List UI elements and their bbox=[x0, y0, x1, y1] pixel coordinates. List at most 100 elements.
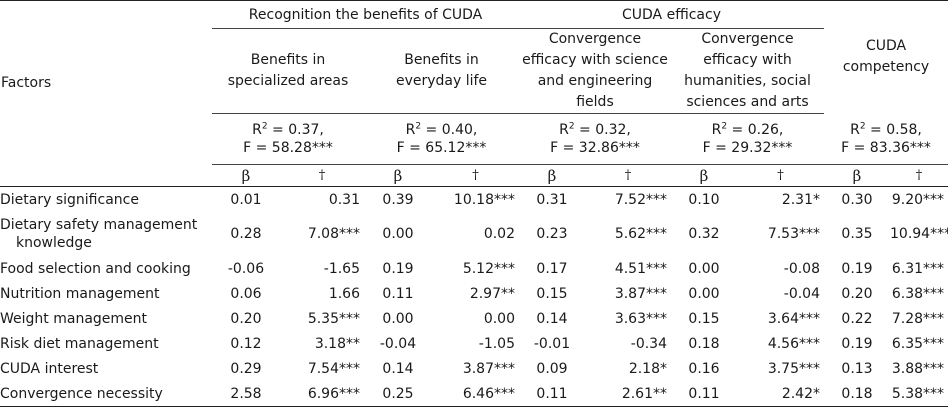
t-header: † bbox=[624, 167, 632, 183]
beta-value-cell: 0.11 bbox=[382, 285, 414, 302]
beta-value-cell: 0.19 bbox=[841, 260, 873, 277]
t-value-cell: 6.46*** bbox=[462, 385, 515, 402]
beta-value-cell: 0.00 bbox=[688, 260, 720, 277]
table-row: Weight management 0.20 5.35*** 0.00 0.00 0.14… bbox=[0, 306, 948, 331]
beta-value-cell: 0.12 bbox=[230, 335, 262, 352]
beta-value-cell: 0.19 bbox=[382, 260, 414, 277]
factor-label: CUDA interest bbox=[0, 360, 99, 377]
group-recognition-header: Recognition the benefits of CUDA bbox=[212, 0, 519, 29]
factor-label-continued: knowledge bbox=[16, 235, 92, 251]
t-value-cell: 4.56*** bbox=[767, 335, 820, 352]
t-value-cell: 7.53*** bbox=[767, 226, 820, 242]
beta-value-cell: 0.20 bbox=[841, 285, 873, 302]
model-fit-cell: R2 = 0.40, F = 65.12*** bbox=[364, 113, 519, 165]
t-value-cell: 9.20*** bbox=[891, 191, 945, 208]
t-value-cell: -1.65 bbox=[323, 260, 360, 277]
beta-value-cell: 0.15 bbox=[536, 285, 568, 302]
beta-value-cell: 0.01 bbox=[230, 191, 262, 208]
beta-value-cell: -0.01 bbox=[533, 335, 571, 352]
beta-value-cell: 0.32 bbox=[688, 226, 720, 242]
beta-value-cell: 0.14 bbox=[382, 360, 414, 377]
t-value-cell: 7.08*** bbox=[307, 226, 360, 242]
t-value-cell: 10.94*** bbox=[890, 226, 948, 242]
beta-value-cell: 0.39 bbox=[382, 191, 414, 208]
t-header: † bbox=[318, 167, 326, 183]
t-value-cell: 0.02 bbox=[483, 226, 515, 242]
header-row-groups: Factors Recognition the benefits of CUDA… bbox=[0, 0, 948, 91]
beta-value-cell: 0.00 bbox=[382, 226, 414, 242]
t-value-cell: 7.28*** bbox=[891, 310, 945, 327]
t-header: † bbox=[915, 167, 923, 183]
sub-everyday-header: Benefits in everyday life bbox=[364, 28, 519, 114]
beta-value-cell: 0.23 bbox=[536, 226, 568, 242]
t-value-cell: 3.75*** bbox=[767, 360, 820, 377]
factors-header: Factors bbox=[0, 1, 212, 165]
t-value-cell: 2.42* bbox=[781, 385, 820, 402]
table-row: Dietary significance 0.01 0.31 0.39 10.18***… bbox=[0, 187, 948, 213]
factors-header-label: Factors bbox=[1, 74, 52, 91]
beta-header: β bbox=[393, 166, 403, 185]
t-value-cell: 2.31* bbox=[781, 191, 820, 208]
beta-value-cell: 0.00 bbox=[382, 310, 414, 327]
table-row: Convergence necessity 2.58 6.96*** 0.25 6.46… bbox=[0, 381, 948, 407]
t-value-cell: 5.12*** bbox=[462, 260, 515, 277]
model-fit-cell: R2 = 0.26, F = 29.32*** bbox=[671, 113, 824, 165]
beta-value-cell: 0.17 bbox=[536, 260, 568, 277]
table-body: Dietary significance 0.01 0.31 0.39 10.18***… bbox=[0, 187, 948, 407]
t-value-cell: 0.00 bbox=[483, 310, 515, 327]
beta-value-cell: 0.31 bbox=[536, 191, 568, 208]
beta-value-cell: 0.09 bbox=[536, 360, 568, 377]
t-value-cell: 10.18*** bbox=[453, 191, 515, 208]
factor-cell: Convergence necessity bbox=[0, 381, 212, 407]
factor-label: Weight management bbox=[0, 310, 148, 327]
t-value-cell: 1.66 bbox=[328, 285, 360, 302]
t-value-cell: 6.35*** bbox=[891, 335, 945, 352]
beta-value-cell: 0.06 bbox=[230, 285, 262, 302]
competency-header-label: CUDA competency bbox=[842, 38, 930, 76]
beta-value-cell: 0.11 bbox=[536, 385, 568, 402]
table-row: Food selection and cooking -0.06 -1.65 0.19… bbox=[0, 256, 948, 281]
t-value-cell: -0.08 bbox=[783, 260, 820, 277]
t-value-cell: -0.04 bbox=[783, 285, 820, 302]
factor-cell: Nutrition management bbox=[0, 281, 212, 306]
sub-humanities-header: Convergence efficacy with humanities, soci… bbox=[671, 28, 824, 114]
t-value-cell: 4.51*** bbox=[614, 260, 667, 277]
t-value-cell: -0.34 bbox=[630, 335, 667, 352]
model-fit-cell: R2 = 0.37, F = 58.28*** bbox=[212, 113, 364, 165]
sub-science-header: Convergence efficacy with science and engi… bbox=[519, 28, 671, 114]
group-efficacy-header: CUDA efficacy bbox=[519, 0, 824, 29]
model-fit-cell: R2 = 0.58, F = 83.36*** bbox=[824, 113, 948, 165]
beta-value-cell: -0.06 bbox=[227, 260, 265, 277]
beta-value-cell: 0.19 bbox=[841, 335, 873, 352]
factor-cell: Dietary significance bbox=[0, 187, 212, 213]
factor-cell: Dietary safety management knowledge bbox=[0, 212, 212, 256]
beta-header: β bbox=[852, 166, 862, 185]
t-header: † bbox=[777, 167, 784, 183]
beta-value-cell: 0.18 bbox=[688, 335, 720, 352]
factor-cell: CUDA interest bbox=[0, 356, 212, 381]
factor-cell: Risk diet management bbox=[0, 331, 212, 356]
t-value-cell: 6.38*** bbox=[891, 285, 945, 302]
t-value-cell: 5.35*** bbox=[307, 310, 360, 327]
t-value-cell: 3.63*** bbox=[614, 310, 667, 327]
table-row: Risk diet management 0.12 3.18** -0.04 -1.05… bbox=[0, 331, 948, 356]
beta-value-cell: 0.13 bbox=[841, 360, 873, 377]
t-header: † bbox=[472, 167, 479, 183]
table-row: CUDA interest 0.29 7.54*** 0.14 3.87*** 0.09 2… bbox=[0, 356, 948, 381]
beta-value-cell: 0.20 bbox=[230, 310, 262, 327]
beta-value-cell: 0.11 bbox=[688, 385, 720, 402]
header-row-subgroups: Benefits in specialized areas Benefits in… bbox=[0, 28, 948, 114]
sub-specialized-header: Benefits in specialized areas bbox=[212, 28, 364, 114]
beta-value-cell: 0.00 bbox=[688, 285, 720, 302]
table-row: Dietary safety management knowledge 0.28 7.… bbox=[0, 212, 948, 256]
t-value-cell: 7.54*** bbox=[307, 360, 360, 377]
competency-header: CUDA competency bbox=[824, 1, 948, 114]
beta-value-cell: 0.30 bbox=[841, 191, 873, 208]
t-value-cell: 2.97** bbox=[469, 285, 515, 302]
table-row: Nutrition management 0.06 1.66 0.11 2.97** 0.… bbox=[0, 281, 948, 306]
t-value-cell: 5.38*** bbox=[891, 385, 945, 402]
t-value-cell: -1.05 bbox=[478, 335, 515, 352]
beta-value-cell: 0.16 bbox=[688, 360, 720, 377]
t-value-cell: 2.61** bbox=[621, 385, 667, 402]
